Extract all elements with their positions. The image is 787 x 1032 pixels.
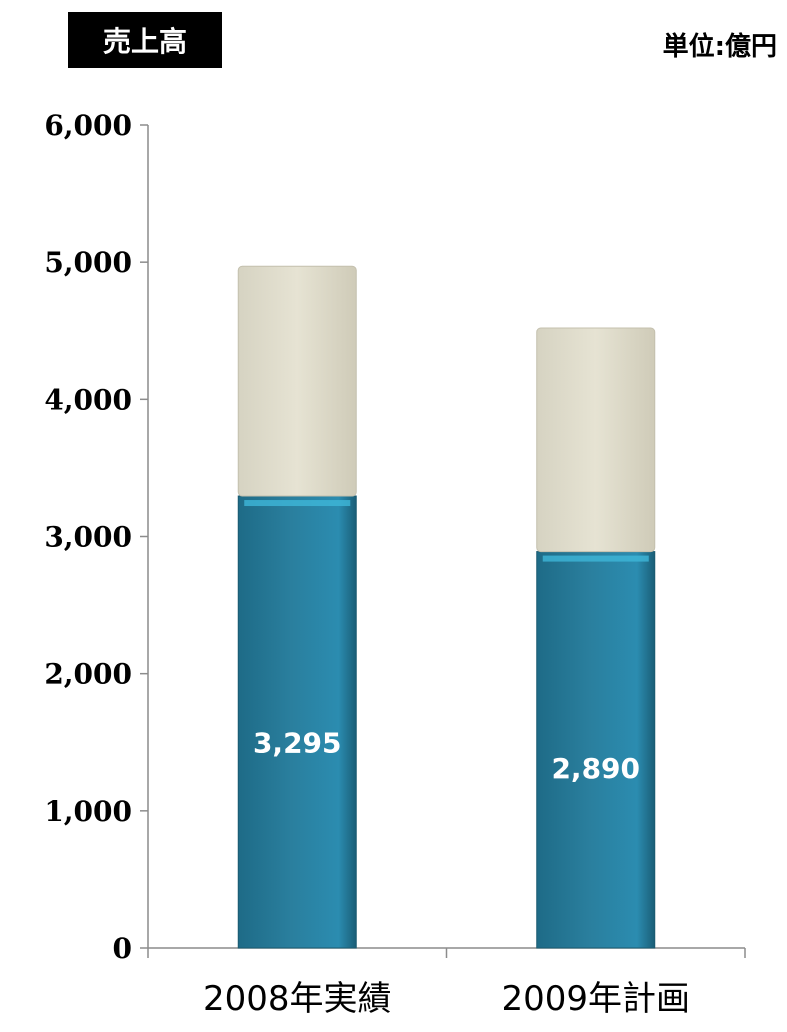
bar-segment-top xyxy=(237,265,357,497)
unit-label: 単位:億円 xyxy=(662,32,777,62)
x-category-label: 2009年計画 xyxy=(501,979,690,1019)
bar-highlight xyxy=(542,555,649,562)
y-tick-label: 2,000 xyxy=(44,658,132,691)
data-label: 3,295 xyxy=(253,727,342,760)
y-tick-label: 4,000 xyxy=(44,383,132,416)
x-category-label: 2008年実績 xyxy=(203,979,392,1019)
bar-segment-bottom xyxy=(237,495,357,949)
bar-segment-bottom xyxy=(536,551,656,949)
y-tick-label: 3,000 xyxy=(44,521,132,554)
y-tick-label: 5,000 xyxy=(44,246,132,279)
y-tick-label: 0 xyxy=(113,932,132,965)
bar-segment-top xyxy=(536,327,656,553)
y-tick-label: 6,000 xyxy=(44,109,132,142)
data-label: 2,890 xyxy=(551,752,640,785)
chart-title: 売上高 xyxy=(68,12,222,68)
y-tick-label: 1,000 xyxy=(44,795,132,828)
bar-highlight xyxy=(244,500,351,507)
